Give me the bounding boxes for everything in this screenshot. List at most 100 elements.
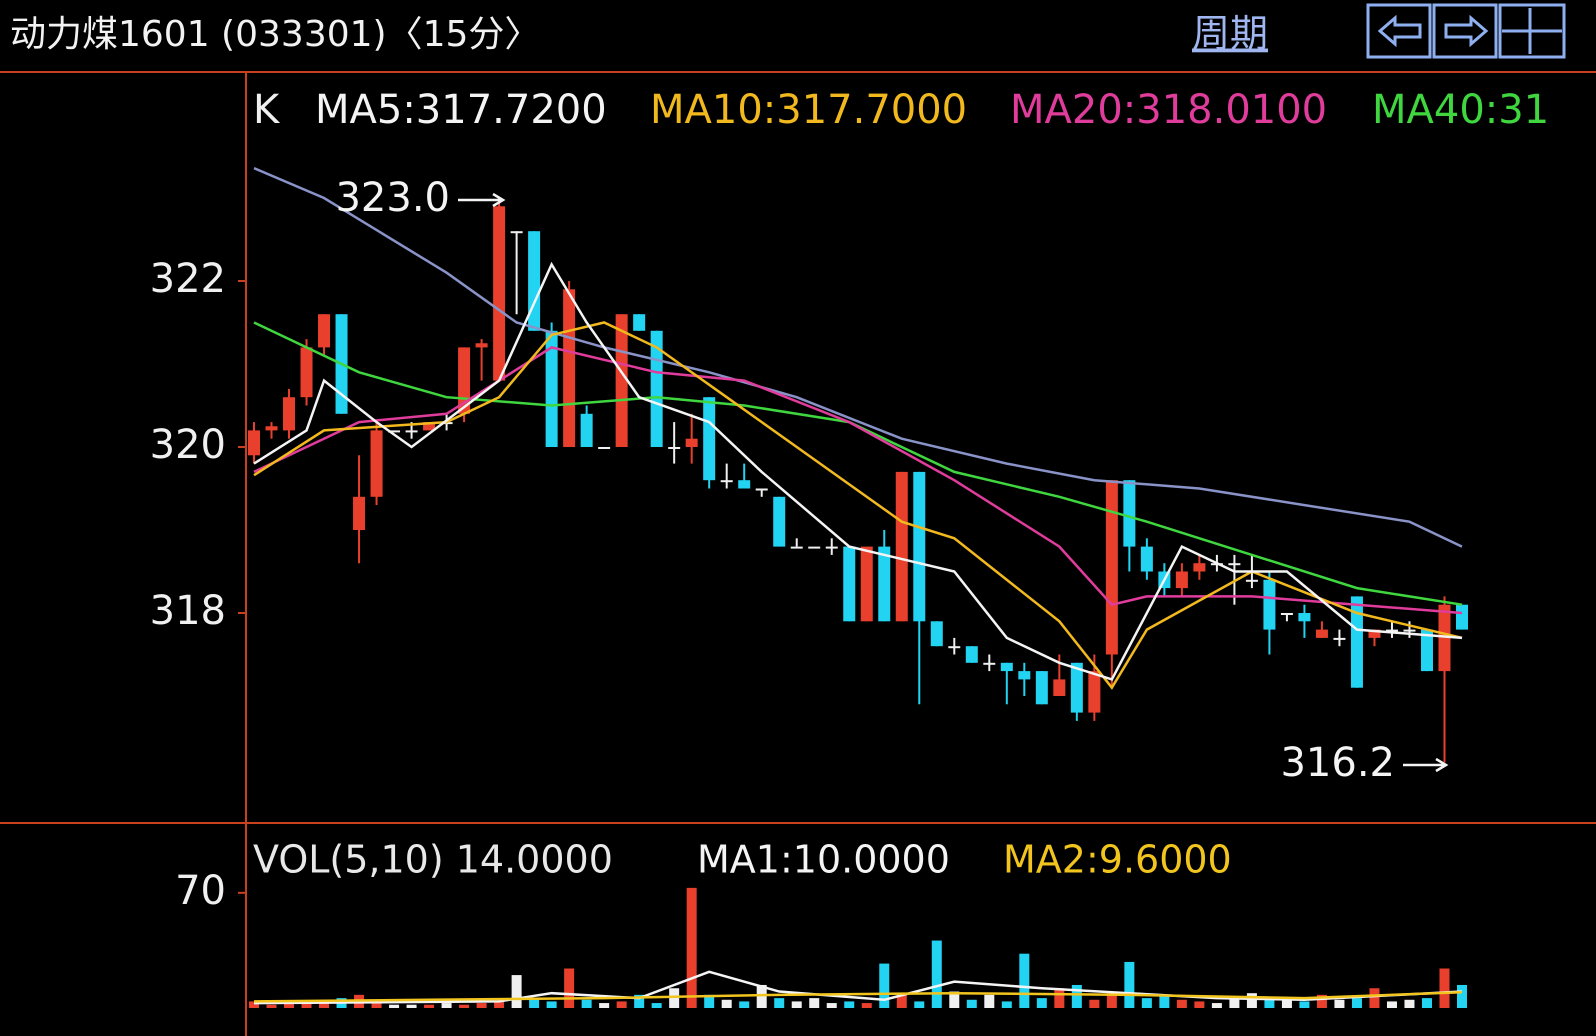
volume-label: VOL(5,10) 14.0000 <box>253 838 613 882</box>
volume-bar <box>424 1004 435 1008</box>
volume-bar <box>791 1001 802 1008</box>
candle-body <box>773 496 786 547</box>
volume-bar <box>1019 953 1030 1008</box>
annotation-arrow <box>1403 757 1449 773</box>
volume-bar <box>476 1003 487 1008</box>
candle-body <box>913 471 926 622</box>
volume-bar <box>1036 998 1047 1008</box>
volume-bar <box>651 1003 662 1008</box>
layout-button[interactable] <box>1498 3 1566 59</box>
volume-bar <box>1071 984 1082 1008</box>
candle-body <box>265 426 278 431</box>
candle-body <box>423 422 436 431</box>
candle-body <box>1123 480 1136 547</box>
candle-body <box>1140 546 1153 572</box>
period-button[interactable]: 周期 <box>1192 12 1268 56</box>
nav-buttons <box>1366 3 1566 59</box>
volume-bar <box>1106 991 1117 1008</box>
volume-bar <box>1299 1001 1310 1008</box>
volume-bar <box>914 1001 925 1008</box>
volume-bar <box>459 1004 470 1008</box>
candle-body <box>843 546 856 622</box>
candle-body <box>1456 604 1468 630</box>
candle-body <box>1438 604 1451 672</box>
volume-bar <box>1386 1001 1397 1008</box>
volume-bar <box>564 968 575 1008</box>
candle-body <box>668 447 681 449</box>
candle-body <box>1193 563 1206 572</box>
legend-entry: MA20:318.0100 <box>1010 87 1327 133</box>
legend-entry: MA5:317.7200 <box>315 87 607 133</box>
instrument-title: 动力煤1601 (033301)〈15分〉 <box>10 14 540 55</box>
volume-bar <box>756 984 767 1008</box>
candle-body <box>1263 579 1276 630</box>
volume-bar <box>1369 988 1380 1008</box>
volume-bar <box>984 994 995 1008</box>
y-tick-label: 318 <box>150 588 226 634</box>
candle-body <box>685 438 698 447</box>
legend-entry: MA10:317.7000 <box>650 87 967 133</box>
volume-bar <box>1457 984 1467 1008</box>
volume-bar <box>1089 999 1100 1008</box>
volume-bar <box>266 1004 277 1008</box>
candle-body <box>510 231 523 234</box>
ma-line <box>253 166 1463 548</box>
candle-body <box>1368 629 1381 638</box>
candle-body <box>878 546 891 622</box>
candle-body <box>388 430 401 433</box>
volume-bar <box>1194 1001 1205 1008</box>
volume-bar <box>1281 998 1292 1008</box>
y-tick-label: 322 <box>150 256 226 302</box>
volume-bar <box>931 940 942 1008</box>
candle-body <box>808 546 821 549</box>
candle-body <box>370 430 383 497</box>
candle-body <box>1350 596 1363 688</box>
volume-bar <box>704 994 715 1008</box>
candle-body <box>860 546 873 622</box>
candle-body <box>580 413 593 447</box>
candle-body <box>1333 637 1346 640</box>
volume-bar <box>1334 999 1345 1008</box>
volume-bar <box>1141 998 1152 1008</box>
candle-body <box>545 330 558 447</box>
volume-bar <box>879 963 890 1008</box>
candle-body <box>720 480 733 483</box>
volume-bar <box>599 1003 610 1008</box>
candle-body <box>563 289 576 447</box>
prev-button[interactable] <box>1366 3 1432 59</box>
volume-bar <box>371 1003 382 1008</box>
ma-line <box>253 261 1463 681</box>
ma-line <box>253 346 1463 615</box>
candle-body <box>1088 671 1101 713</box>
candle-body <box>353 496 366 530</box>
candle-body <box>1420 629 1433 672</box>
candle-body <box>283 397 296 431</box>
candle-body <box>965 646 978 663</box>
candle-body <box>1000 662 1013 672</box>
candle-body <box>405 430 418 433</box>
left-arrow-icon <box>1377 14 1422 48</box>
volume-bar <box>669 988 680 1008</box>
candle-body <box>493 206 506 381</box>
annotation-arrow <box>458 192 506 208</box>
volume-bar <box>1176 999 1187 1008</box>
legend-entry: MA2:9.6000 <box>1003 838 1232 882</box>
candle-body <box>248 430 260 456</box>
volume-bar <box>826 1003 837 1008</box>
candle-body <box>790 546 803 549</box>
y-tick-label: 320 <box>150 422 226 468</box>
candle-body <box>1298 613 1311 622</box>
volume-bar <box>616 1001 627 1008</box>
next-button[interactable] <box>1432 3 1498 59</box>
volume-bar <box>1421 998 1432 1008</box>
volume-bar <box>966 999 977 1008</box>
candle-body <box>930 621 943 647</box>
volume-bar <box>1211 1003 1222 1008</box>
candle-body <box>983 662 996 665</box>
candle-body <box>1385 629 1398 632</box>
volume-bar <box>441 1003 452 1008</box>
volume-bar <box>1351 998 1362 1008</box>
candle-body <box>703 397 716 481</box>
